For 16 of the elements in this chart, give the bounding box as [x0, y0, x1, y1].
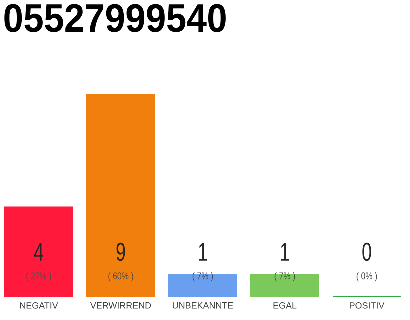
chart-title: 05527999540: [4, 4, 226, 32]
annotation: ( 7% ): [274, 272, 296, 282]
annotation: ( 27% ): [26, 272, 52, 282]
x-tick-label: EGAL: [274, 302, 297, 309]
data-label: 1: [281, 243, 290, 261]
x-tick-label: POSITIV: [350, 302, 385, 309]
data-label: 1: [199, 243, 208, 261]
data-label: 0: [362, 242, 372, 262]
data-label: 4: [34, 243, 44, 261]
annotation: ( 60% ): [108, 272, 134, 282]
x-tick-label: VERWIRREND: [90, 302, 152, 309]
annotation: ( 7% ): [192, 272, 214, 282]
x-tick-label: NEGATIV: [20, 302, 58, 309]
x-tick-label: UNBEKANNTE: [173, 302, 234, 309]
data-label: 9: [116, 242, 126, 262]
annotation: ( 0% ): [356, 272, 378, 282]
